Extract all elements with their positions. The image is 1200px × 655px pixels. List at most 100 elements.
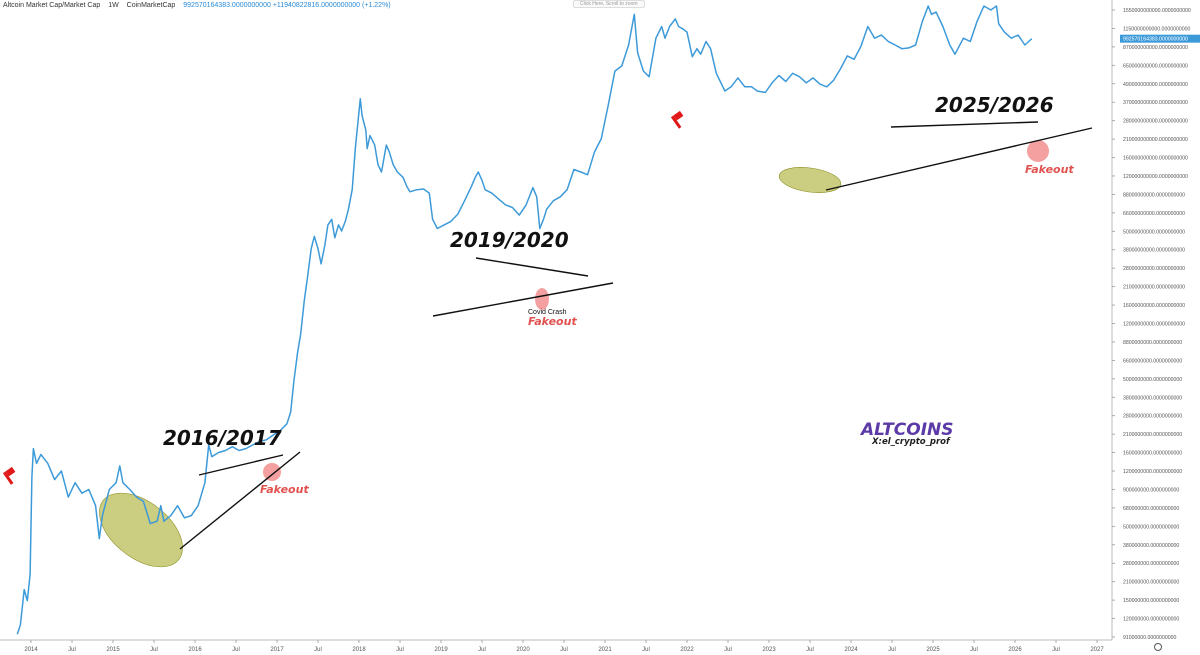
y-tick-label: 28000000000.0000000000 [1123,266,1185,272]
y-tick-label: 370000000000.0000000000 [1123,100,1188,106]
x-tick-label: 2015 [106,647,120,653]
fakeout-marker-2017 [263,463,281,481]
period-label-2019-2020: 2019/2020 [450,228,569,252]
x-tick-label: 2027 [1090,647,1104,653]
brand-label: ALTCOINS [861,420,954,440]
cycle-top-flag-2021 [670,110,684,129]
y-tick-label: 500000000.0000000000 [1123,524,1179,530]
y-tick-label: 21000000000.0000000000 [1123,285,1185,291]
x-tick-label: Jul [150,647,158,653]
flag-cloth [5,466,16,477]
accumulation-zone-2015 [99,492,183,568]
series-layer [16,5,1033,635]
flag-pole [670,115,682,129]
last-price-tag: 992570164383.0000000000 [1120,34,1200,43]
last-price-tag-box [1120,34,1200,43]
x-tick-label: Jul [396,647,404,653]
y-tick-label: 380000000.0000000000 [1123,543,1179,549]
y-tick-label: 88000000000.0000000000 [1123,192,1185,198]
y-tick-label: 680000000.0000000000 [1123,506,1179,512]
y-tick-label: 5000000000.0000000000 [1123,377,1182,383]
x-tick-label: Jul [642,647,650,653]
x-tick-label: Jul [806,647,814,653]
flag-pole [2,471,14,485]
fakeout-label-2020: Fakeout [528,315,577,328]
y-tick-label: 1600000000.0000000000 [1123,451,1182,457]
fakeout-label-2026: Fakeout [1025,163,1074,176]
x-tick-label: Jul [232,647,240,653]
trendline-2017-resistance [198,454,284,476]
x-tick-label: 2019 [434,647,448,653]
trendline-layer [179,121,1093,550]
y-tick-label: 900000000.0000000000 [1123,487,1179,493]
y-tick-label: 280000000.0000000000 [1123,561,1179,567]
trendline-2020-support [432,282,614,317]
y-tick-label: 8800000000.0000000000 [1123,340,1182,346]
flag-cloth [673,110,684,121]
x-tick-label: 2017 [270,647,284,653]
x-tick-label: Jul [314,647,322,653]
x-tick-label: 2026 [1008,647,1022,653]
x-tick-label: 2023 [762,647,776,653]
trendline-2020-resistance [475,257,589,277]
interval-label[interactable]: 1W [108,2,119,9]
x-tick-label: Jul [478,647,486,653]
y-tick-label: 12000000000.0000000000 [1123,322,1185,328]
y-tick-label: 280000000000.0000000000 [1123,119,1188,125]
y-tick-label: 66000000000.0000000000 [1123,211,1185,217]
fakeout-marker-2026 [1027,140,1049,162]
x-tick-label: Jul [68,647,76,653]
y-tick-label: 870000000000.0000000000 [1123,45,1188,51]
data-source: CoinMarketCap [126,2,176,9]
y-tick-label: 210000000.0000000000 [1123,580,1179,586]
trendline-2025-support [825,127,1093,191]
y-tick-label: 6600000000.0000000000 [1123,358,1182,364]
cycle-top-flag-2014 [2,466,16,485]
author-handle: X:el_crypto_prof [872,437,950,447]
gear-icon[interactable] [1154,643,1162,651]
fakeout-label-2017: Fakeout [260,483,309,496]
x-tick-label: Jul [560,647,568,653]
trendline-2025-resistance [890,121,1039,128]
last-price: 992570164383.0000000000 [183,2,271,9]
y-tick-label: 1150000000000.0000000000 [1123,26,1191,32]
x-tick-label: Jul [970,647,978,653]
symbol-title: Altcoin Market Cap/Market Cap [3,2,101,9]
chart-header: Altcoin Market Cap/Market Cap 1W CoinMar… [3,2,391,9]
y-tick-label: 38000000000.0000000000 [1123,248,1185,254]
highlight-layer [99,140,1049,568]
x-tick-label: 2025 [926,647,940,653]
x-tick-label: 2024 [844,647,858,653]
period-label-2025-2026: 2025/2026 [935,93,1054,117]
accumulation-zone-2023 [778,167,842,193]
fakeout-marker-2020 [535,288,549,310]
x-axis: 2014 Jul 2015 Jul 2016 Jul 2017 Jul 2018 Jul 2019 J… [0,639,1112,653]
y-tick-label: 50000000000.0000000000 [1123,229,1185,235]
zoom-hint[interactable]: Click Here, Scroll to zoom [573,0,645,8]
x-tick-label: Jul [888,647,896,653]
x-tick-label: 2022 [680,647,694,653]
trendline-2017-support [179,451,301,550]
y-tick-label: 650000000000.0000000000 [1123,63,1188,69]
y-tick-label: 91000000.0000000000 [1123,635,1176,641]
y-tick-label: 1200000000.0000000000 [1123,469,1182,475]
y-tick-label: 490000000000.0000000000 [1123,82,1188,88]
y-tick-label: 150000000.0000000000 [1123,598,1179,604]
altcoin-market-cap-line [16,5,1033,635]
y-tick-label: 160000000000.0000000000 [1123,156,1188,162]
y-tick-label: 120000000000.0000000000 [1123,174,1188,180]
period-label-2016-2017: 2016/2017 [163,426,282,450]
x-tick-label: 2018 [352,647,366,653]
y-tick-label: 210000000000.0000000000 [1123,137,1188,143]
y-tick-label: 16000000000.0000000000 [1123,303,1185,309]
last-price-tag-label: 992570164383.0000000000 [1123,37,1188,43]
x-tick-label: 2021 [598,647,612,653]
y-tick-label: 120000000.0000000000 [1123,617,1179,623]
covid-crash-label: Covid Crash [528,309,567,316]
y-tick-label: 3800000000.0000000000 [1123,395,1182,401]
x-tick-label: 2020 [516,647,530,653]
x-tick-label: 2016 [188,647,202,653]
y-tick-label: 2800000000.0000000000 [1123,414,1182,420]
y-tick-label: 2100000000.0000000000 [1123,432,1182,438]
